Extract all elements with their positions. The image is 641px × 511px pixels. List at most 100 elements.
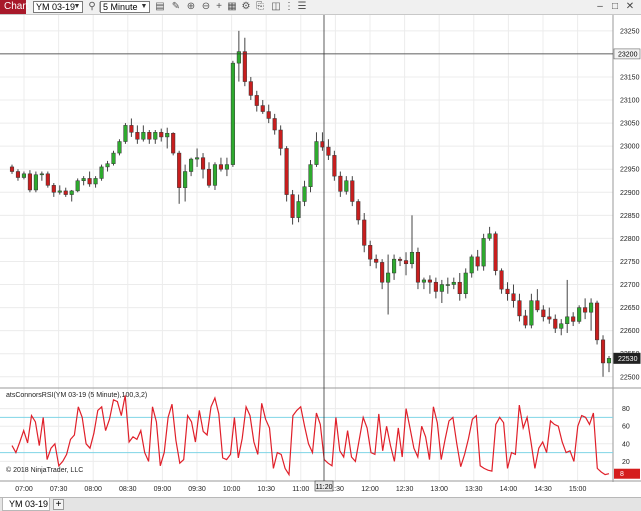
time-tick-label: 11:30 xyxy=(327,486,344,493)
candle-up xyxy=(296,201,301,218)
candle-up xyxy=(314,141,319,165)
zoom-out-icon[interactable]: ⊖ xyxy=(201,1,211,12)
search-icon[interactable]: ⚲ xyxy=(88,1,96,12)
candle-down xyxy=(284,148,289,195)
zoom-in-icon[interactable]: ⊕ xyxy=(186,1,196,12)
instrument-tab[interactable]: YM 03-19 xyxy=(2,498,50,511)
candle-down xyxy=(254,95,259,106)
pencil-icon[interactable]: ✎ xyxy=(171,1,181,12)
candle-up xyxy=(75,180,80,192)
candle-up xyxy=(344,180,349,192)
rsi-value-text: 8 xyxy=(620,471,624,478)
candle-down xyxy=(457,281,462,294)
candle-up xyxy=(195,157,200,160)
candle-up xyxy=(111,152,116,164)
candle-down xyxy=(403,260,409,265)
candle-down xyxy=(27,173,32,191)
candle-down xyxy=(326,146,331,156)
close-icon[interactable]: ✕ xyxy=(625,1,635,12)
crosshair-time-badge xyxy=(314,480,334,492)
price-tick-label: 22600 xyxy=(620,328,640,335)
candle-up xyxy=(81,178,86,181)
candle-up xyxy=(21,173,26,178)
chart-title-tab[interactable]: Chart xyxy=(0,0,28,14)
candle-down xyxy=(571,316,576,322)
rsi-line xyxy=(11,395,610,477)
rsi-tick-label: 60 xyxy=(622,424,630,431)
candle-up xyxy=(183,171,188,188)
price-tick-label: 22650 xyxy=(620,305,640,312)
candle-down xyxy=(523,315,528,326)
crosshair-time-text: 11:20 xyxy=(316,484,333,491)
candle-up xyxy=(409,251,415,265)
candle-down xyxy=(242,51,247,82)
copyright-label: © 2018 NinjaTrader, LLC xyxy=(6,466,83,474)
candle-up xyxy=(99,166,104,179)
candle-up xyxy=(117,141,122,154)
candle-down xyxy=(583,307,588,313)
candle-down xyxy=(248,81,253,96)
candle-down xyxy=(45,173,50,186)
candle-up xyxy=(469,256,474,274)
layout-icon[interactable]: ◫ xyxy=(271,1,281,12)
candle-up xyxy=(224,164,229,170)
crosshair-icon[interactable]: + xyxy=(216,1,222,12)
last-price-text: 22530 xyxy=(618,356,638,363)
minimize-icon[interactable]: – xyxy=(597,1,603,12)
price-axis[interactable]: 2250022550226002265022700227502280022850… xyxy=(620,28,640,381)
candle-down xyxy=(427,279,432,283)
interval-selector[interactable]: 5 Minute ▼ xyxy=(100,1,150,13)
candle-up xyxy=(565,316,570,324)
price-tick-label: 22500 xyxy=(620,374,640,381)
candle-down xyxy=(600,339,606,364)
time-tick-label: 10:00 xyxy=(223,486,241,493)
crosshair-price-badge xyxy=(613,48,641,60)
strategies-icon[interactable]: ⚙ xyxy=(241,1,251,12)
rsi-tick-label: 80 xyxy=(622,406,630,413)
instrument-tab-bar: YM 03-19 + xyxy=(0,497,641,511)
more-icon[interactable]: ⋮ xyxy=(284,1,294,12)
indicator-label: atsConnorsRSI(YM 03-19 (5 Minute),100,3,… xyxy=(6,392,147,399)
candle-down xyxy=(493,233,498,271)
time-tick-label: 10:30 xyxy=(257,486,275,493)
time-tick-label: 09:30 xyxy=(188,486,206,493)
bar-style-icon[interactable]: ▤ xyxy=(155,1,165,12)
candle-up xyxy=(451,281,456,285)
price-tick-label: 23100 xyxy=(620,98,640,105)
maximize-icon[interactable]: □ xyxy=(611,1,619,12)
candle-down xyxy=(51,185,56,193)
candle-down xyxy=(415,251,421,283)
price-tick-label: 22750 xyxy=(620,259,640,266)
time-tick-label: 11:00 xyxy=(292,486,309,493)
candle-up xyxy=(445,284,450,286)
rsi-axis[interactable]: 20 40 60 80 xyxy=(622,406,630,466)
instrument-selector-value: YM 03-19 xyxy=(36,2,76,12)
price-tick-label: 22900 xyxy=(620,190,640,197)
candle-down xyxy=(547,316,552,320)
candle-down xyxy=(218,164,223,170)
chart-gridlines xyxy=(0,15,613,481)
price-tick-label: 22850 xyxy=(620,213,640,220)
templates-icon[interactable]: ⎘ xyxy=(256,1,264,12)
candle-down xyxy=(398,258,403,261)
time-tick-label: 07:30 xyxy=(50,486,68,493)
list-icon[interactable]: ☰ xyxy=(297,1,307,12)
rsi-level-lines xyxy=(0,416,613,454)
candle-down xyxy=(135,132,140,140)
time-axis[interactable]: 07:00 07:30 08:00 08:30 09:00 09:30 10:00 10:30… xyxy=(15,486,586,493)
candle-down xyxy=(266,111,271,119)
chevron-down-icon: ▼ xyxy=(73,3,81,10)
price-tick-label: 22950 xyxy=(620,167,640,174)
candle-up xyxy=(93,178,98,185)
candle-down xyxy=(9,166,15,172)
candle-up xyxy=(39,173,44,176)
candle-down xyxy=(535,300,540,311)
price-tick-label: 23150 xyxy=(620,74,640,81)
properties-icon[interactable]: ▦ xyxy=(227,1,237,12)
chart-panel[interactable]: 2250022550226002265022700227502280022850… xyxy=(0,15,641,497)
instrument-selector[interactable]: YM 03-19 ▼ xyxy=(33,1,83,13)
add-tab-button[interactable]: + xyxy=(53,499,64,510)
candle-down xyxy=(278,129,283,149)
candle-down xyxy=(511,293,516,301)
